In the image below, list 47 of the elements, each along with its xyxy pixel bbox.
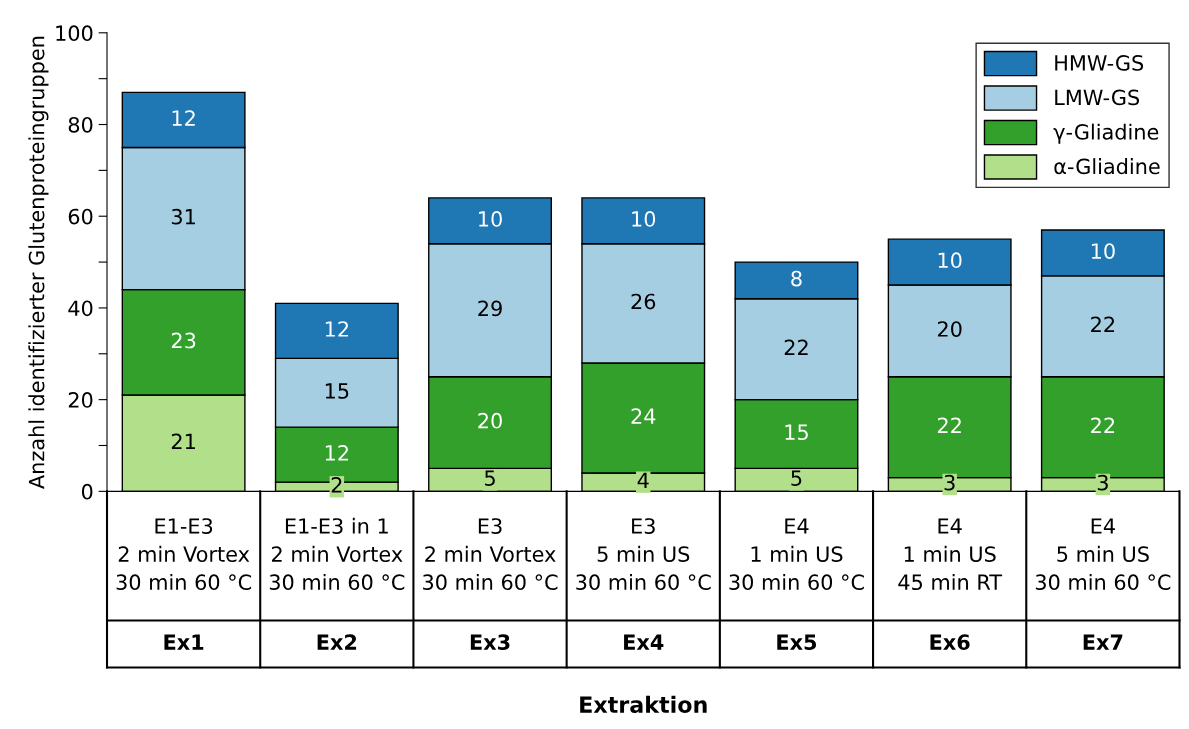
data-label: 10 — [632, 211, 656, 227]
data-label: 29 — [478, 300, 502, 317]
category-label: E3 5 min US 30 min 60 °C Ex4 — [576, 518, 711, 650]
data-label: 5 — [485, 470, 495, 486]
data-label: 8 — [791, 270, 802, 287]
category-label: E1-E3 2 min Vortex 30 min 60 °C Ex1 — [116, 518, 252, 650]
category-label: E4 1 min US 30 min 60 °C Ex5 — [729, 518, 864, 651]
y-axis-title: Anzahl identifizierter Glutenproteingruppen — [28, 36, 49, 489]
y-tick-label: 0 — [81, 483, 93, 500]
legend-label: HMW-GS — [1055, 55, 1144, 71]
data-label: 15 — [325, 383, 349, 399]
y-tick-label: 100 — [56, 25, 93, 42]
category-label: E1-E3 in 1 2 min Vortex 30 min 60 °C Ex2 — [269, 517, 405, 650]
data-label: 21 — [171, 433, 195, 449]
y-tick-label: 60 — [68, 208, 93, 225]
category-label: E4 5 min US 30 min 60 °C Ex7 — [1035, 518, 1171, 650]
data-label: 10 — [938, 252, 962, 269]
category-label: E4 1 min US 45 min RT Ex6 — [898, 518, 1003, 651]
data-label: 10 — [479, 211, 502, 227]
data-label: 3 — [1097, 474, 1108, 491]
data-label: 22 — [784, 339, 808, 355]
text: Extraktion — [580, 695, 707, 714]
data-label: 12 — [172, 110, 195, 126]
data-label: 2 — [331, 477, 342, 493]
data-label: 22 — [1091, 316, 1115, 333]
data-label: 4 — [637, 472, 649, 488]
data-label: 10 — [1091, 243, 1115, 259]
data-label: 3 — [944, 474, 955, 491]
data-label: 24 — [631, 408, 656, 424]
data-label: 22 — [937, 417, 961, 433]
legend-label: α-Gliadine — [1054, 158, 1160, 175]
data-label: 31 — [171, 208, 195, 225]
data-label: 22 — [1091, 417, 1115, 433]
data-label: 5 — [791, 470, 802, 486]
category-label: E3 2 min Vortex 30 min 60 °C Ex3 — [423, 518, 558, 651]
y-tick-label: 20 — [68, 392, 93, 408]
data-label: 23 — [171, 332, 196, 349]
data-label: 12 — [325, 321, 348, 337]
legend-label: γ-Gliadine — [1053, 123, 1159, 144]
data-label: 20 — [937, 321, 962, 337]
data-label: 20 — [478, 412, 502, 429]
y-tick-label: 40 — [68, 300, 93, 317]
y-tick-label: 80 — [68, 116, 93, 133]
data-label: 26 — [631, 293, 656, 310]
data-label: 15 — [785, 424, 808, 441]
legend-label: LMW-GS — [1055, 89, 1140, 106]
data-label: 12 — [325, 444, 348, 461]
